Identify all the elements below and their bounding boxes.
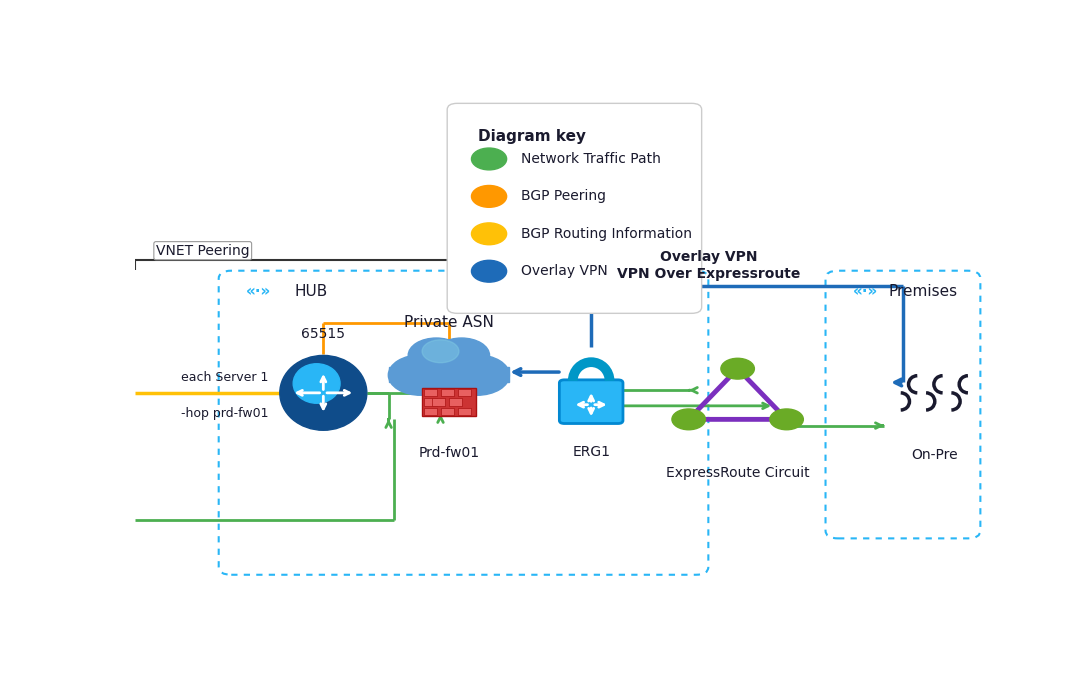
Text: VNET Peering: VNET Peering xyxy=(156,244,249,258)
Circle shape xyxy=(472,261,507,282)
Text: ERG1: ERG1 xyxy=(572,445,610,458)
Text: Premises: Premises xyxy=(888,284,958,299)
Ellipse shape xyxy=(293,364,340,403)
Text: Overlay VPN: Overlay VPN xyxy=(521,264,608,278)
Circle shape xyxy=(422,340,459,362)
FancyBboxPatch shape xyxy=(423,389,436,396)
Text: ExpressRoute Circuit: ExpressRoute Circuit xyxy=(666,466,809,481)
Circle shape xyxy=(472,186,507,207)
FancyBboxPatch shape xyxy=(447,103,702,313)
Circle shape xyxy=(770,409,804,430)
Polygon shape xyxy=(389,367,509,382)
FancyBboxPatch shape xyxy=(559,380,623,423)
Circle shape xyxy=(433,338,489,373)
FancyBboxPatch shape xyxy=(422,387,475,416)
Circle shape xyxy=(404,342,494,398)
Text: Diagram key: Diagram key xyxy=(478,130,586,144)
FancyBboxPatch shape xyxy=(423,398,436,406)
Text: -hop prd-fw01: -hop prd-fw01 xyxy=(181,407,269,420)
Text: «·»: «·» xyxy=(246,284,271,299)
Text: 65515: 65515 xyxy=(301,327,346,341)
FancyBboxPatch shape xyxy=(449,398,462,406)
Text: HUB: HUB xyxy=(294,284,327,299)
FancyBboxPatch shape xyxy=(458,389,471,396)
Circle shape xyxy=(472,223,507,245)
FancyBboxPatch shape xyxy=(423,408,436,415)
Text: Overlay VPN
VPN Over Expressroute: Overlay VPN VPN Over Expressroute xyxy=(617,250,800,281)
Text: BGP Peering: BGP Peering xyxy=(521,190,606,203)
Circle shape xyxy=(444,355,510,396)
Ellipse shape xyxy=(280,356,367,430)
FancyBboxPatch shape xyxy=(458,408,471,415)
Text: Private ASN: Private ASN xyxy=(404,315,494,330)
Text: Prd-fw01: Prd-fw01 xyxy=(418,446,480,460)
Circle shape xyxy=(672,409,705,430)
Text: BGP Routing Information: BGP Routing Information xyxy=(521,227,692,241)
Text: Network Traffic Path: Network Traffic Path xyxy=(521,152,661,166)
Circle shape xyxy=(472,148,507,170)
Text: «·»: «·» xyxy=(853,284,878,299)
Circle shape xyxy=(389,355,454,396)
FancyBboxPatch shape xyxy=(441,389,454,396)
Circle shape xyxy=(408,338,464,373)
Text: On-Pre: On-Pre xyxy=(912,448,958,462)
FancyBboxPatch shape xyxy=(432,398,445,406)
Circle shape xyxy=(721,358,754,379)
FancyBboxPatch shape xyxy=(441,408,454,415)
Text: each Server 1: each Server 1 xyxy=(181,371,269,384)
